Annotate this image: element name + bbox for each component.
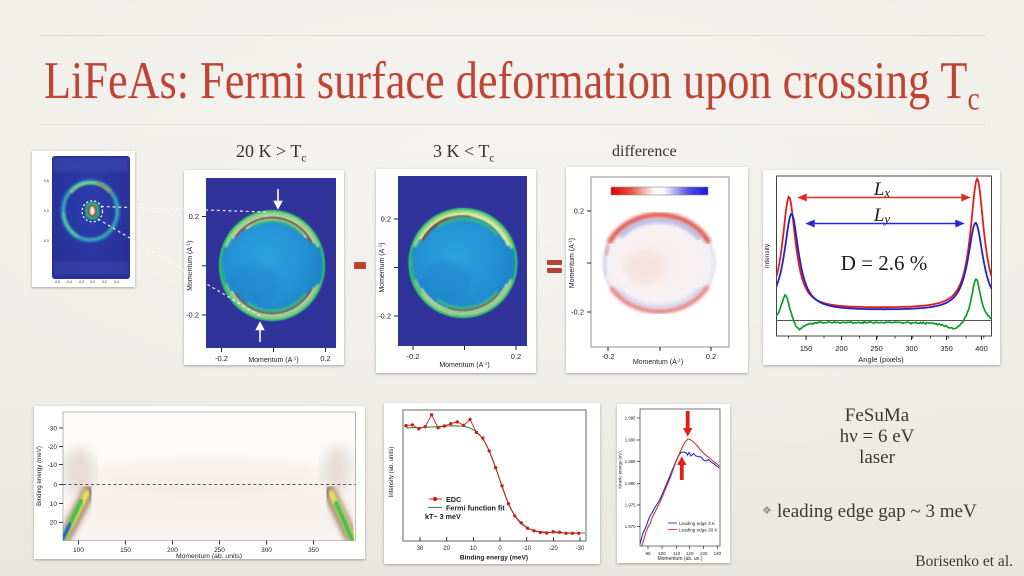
svg-text:1.980: 1.980 [625, 481, 636, 486]
svg-text:1.985: 1.985 [625, 459, 636, 464]
svg-text:0.5: 0.5 [44, 179, 49, 183]
svg-text:Intensity: Intensity [764, 243, 771, 268]
svg-text:-0.2: -0.2 [407, 352, 420, 361]
svg-text:250: 250 [214, 547, 225, 554]
svg-text:D = 2.6 %: D = 2.6 % [841, 251, 928, 275]
svg-text:120: 120 [686, 551, 694, 556]
svg-text:30: 30 [417, 546, 424, 552]
svg-text:Leading edge 20 K: Leading edge 20 K [679, 527, 719, 532]
svg-text:0.4: 0.4 [114, 280, 119, 284]
svg-text:-0.2: -0.2 [78, 280, 84, 284]
svg-text:140: 140 [714, 551, 722, 556]
svg-text:100: 100 [73, 547, 84, 554]
svg-text:Momentum (ab. units): Momentum (ab. units) [176, 553, 242, 559]
svg-text:Angle (pixels): Angle (pixels) [858, 355, 904, 364]
svg-text:10: 10 [50, 501, 58, 508]
svg-text:90: 90 [645, 551, 651, 556]
svg-text:150: 150 [800, 344, 813, 353]
svg-text:0.2: 0.2 [511, 352, 521, 361]
svg-text:-30: -30 [576, 546, 585, 552]
svg-text:Intensity (ab. units): Intensity (ab. units) [389, 447, 395, 498]
svg-text:Momentum (A-1): Momentum (A-1) [568, 238, 577, 288]
svg-text:1.990: 1.990 [625, 438, 636, 443]
svg-text:1.995: 1.995 [625, 416, 636, 421]
svg-text:-0.2: -0.2 [602, 352, 615, 361]
svg-text:-0.6: -0.6 [54, 280, 60, 284]
svg-text:1.970: 1.970 [625, 524, 636, 529]
svg-text:0.2: 0.2 [706, 352, 716, 361]
svg-text:-10: -10 [48, 462, 58, 469]
svg-text:400: 400 [975, 344, 988, 353]
svg-text:0.2: 0.2 [320, 354, 330, 363]
svg-text:0.0: 0.0 [44, 209, 49, 213]
svg-text:-0.2: -0.2 [215, 354, 228, 363]
svg-text:0.2: 0.2 [381, 215, 391, 224]
svg-text:Leading edge 3 K: Leading edge 3 K [679, 521, 716, 526]
svg-text:-30: -30 [48, 425, 58, 432]
svg-text:Binding energy (meV): Binding energy (meV) [36, 446, 43, 506]
svg-text:-0.2: -0.2 [571, 308, 584, 317]
svg-text:Momentum (A-1): Momentum (A-1) [378, 242, 387, 292]
svg-text:-0.4: -0.4 [66, 280, 72, 284]
svg-text:0.2: 0.2 [189, 212, 199, 221]
svg-text:Momentum (A-1): Momentum (A-1) [186, 241, 195, 291]
svg-text:Fermi function fit: Fermi function fit [446, 504, 505, 513]
svg-text:110: 110 [673, 551, 681, 556]
svg-text:-10: -10 [522, 546, 531, 552]
svg-text:0.0: 0.0 [90, 280, 95, 284]
svg-text:100: 100 [658, 551, 666, 556]
svg-text:Binding energy (meV): Binding energy (meV) [460, 555, 528, 562]
svg-text:1.975: 1.975 [625, 503, 636, 508]
svg-text:350: 350 [308, 547, 319, 554]
svg-text:Ly: Ly [873, 205, 891, 226]
svg-text:-20: -20 [549, 546, 558, 552]
svg-text:0.2: 0.2 [102, 280, 107, 284]
svg-text:Momentum (A-1): Momentum (A-1) [248, 356, 298, 365]
svg-text:kT~ 3 meV: kT~ 3 meV [425, 512, 461, 521]
svg-text:350: 350 [940, 344, 953, 353]
svg-text:200: 200 [167, 547, 178, 554]
svg-text:Momentum (A-1): Momentum (A-1) [439, 361, 489, 370]
svg-text:EDC: EDC [446, 495, 461, 504]
svg-text:Momentum (ab. un.): Momentum (ab. un.) [657, 556, 702, 562]
svg-text:200: 200 [835, 344, 848, 353]
svg-text:300: 300 [905, 344, 918, 353]
svg-text:Kinetic energy (eV): Kinetic energy (eV) [618, 451, 623, 489]
svg-text:0: 0 [53, 482, 57, 489]
svg-text:-0.5: -0.5 [43, 239, 49, 243]
svg-text:0.2: 0.2 [574, 207, 584, 216]
svg-text:-20: -20 [48, 444, 58, 451]
svg-text:150: 150 [120, 547, 131, 554]
svg-text:300: 300 [261, 547, 272, 554]
svg-text:20: 20 [443, 546, 450, 552]
svg-text:250: 250 [870, 344, 883, 353]
svg-text:0: 0 [498, 546, 502, 552]
svg-text:130: 130 [700, 551, 708, 556]
svg-text:20: 20 [50, 520, 58, 527]
svg-text:Lx: Lx [873, 179, 891, 200]
svg-text:Momentum (A-1): Momentum (A-1) [633, 358, 683, 367]
svg-text:-0.2: -0.2 [378, 312, 391, 321]
svg-text:-0.2: -0.2 [186, 311, 199, 320]
svg-text:10: 10 [470, 546, 477, 552]
